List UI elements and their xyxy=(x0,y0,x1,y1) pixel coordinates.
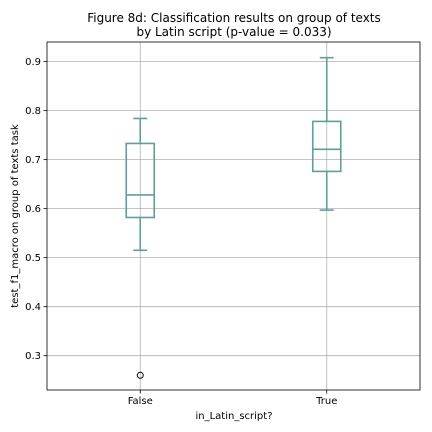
iqr-box xyxy=(311,120,342,173)
y-tick-label: 0.8 xyxy=(25,106,41,117)
y-tick-label: 0.5 xyxy=(25,253,41,264)
iqr-box xyxy=(125,142,156,219)
y-tick-label: 0.7 xyxy=(25,155,41,166)
boxes xyxy=(125,56,342,379)
chart-title-line-2: by Latin script (p-value = 0.033) xyxy=(136,25,331,39)
x-axis-label: in_Latin_script? xyxy=(195,411,272,422)
outlier-point xyxy=(136,371,144,379)
y-axis-label: test_f1_macro on group of texts task xyxy=(10,124,21,308)
y-tick-label: 0.3 xyxy=(25,351,41,362)
x-axis-ticks: False True xyxy=(128,390,337,407)
plot-frame xyxy=(46,41,421,391)
grid-lines xyxy=(47,42,420,390)
y-tick-label: 0.6 xyxy=(25,204,41,215)
y-axis-ticks: 0.3 0.4 0.5 0.6 0.7 0.8 0.9 xyxy=(25,57,47,362)
y-tick-label: 0.4 xyxy=(25,302,41,313)
y-tick-label: 0.9 xyxy=(25,57,41,68)
box-false xyxy=(125,117,156,379)
chart-title-line-1: Figure 8d: Classification results on gro… xyxy=(87,11,381,25)
x-tick-label: False xyxy=(128,396,153,407)
box-true xyxy=(311,56,342,211)
x-tick-label: True xyxy=(315,396,337,407)
